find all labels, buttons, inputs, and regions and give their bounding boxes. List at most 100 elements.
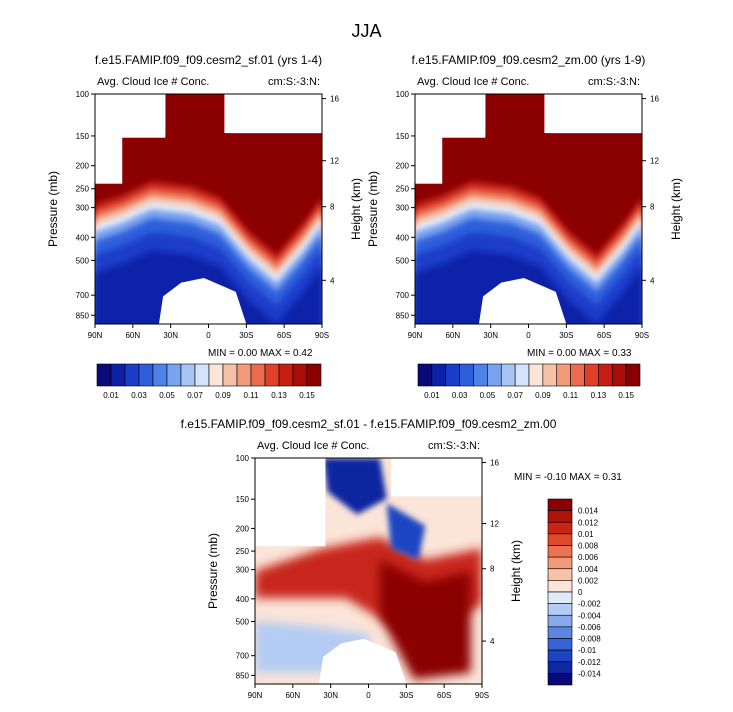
x-tick-label: 0 bbox=[366, 691, 371, 700]
colorbar-label: 0.15 bbox=[618, 391, 634, 400]
colorbar-swatch bbox=[547, 626, 573, 639]
x-tick-label: 30S bbox=[399, 691, 413, 700]
colorbar-swatch bbox=[547, 533, 573, 546]
colorbar-label: 0.09 bbox=[535, 391, 551, 400]
colorbar-swatch bbox=[292, 363, 308, 387]
colorbar-label: 0.01 bbox=[578, 530, 594, 539]
y-right-tick-label: 12 bbox=[490, 520, 499, 529]
mask-top-left bbox=[415, 94, 486, 138]
colorbar-swatch bbox=[110, 363, 126, 387]
y-right-axis-label: Height (km) bbox=[349, 178, 363, 240]
y-tick-label: 250 bbox=[236, 547, 250, 556]
colorbar-swatch bbox=[278, 363, 294, 387]
colorbar-swatch bbox=[547, 614, 573, 628]
y-tick-label: 200 bbox=[76, 162, 90, 171]
colorbar-swatch bbox=[96, 363, 112, 387]
y-right-tick-label: 12 bbox=[650, 157, 659, 166]
colorbar-swatch bbox=[570, 363, 585, 387]
y-tick-label: 300 bbox=[76, 204, 90, 213]
colorbar: 0.01 0.03 0.05 0.07 0.09 0.11 0.13 0.15 bbox=[417, 363, 641, 400]
plot-area bbox=[255, 458, 482, 684]
x-tick-label: 60N bbox=[285, 691, 300, 700]
y-right-tick-label: 16 bbox=[490, 459, 499, 468]
stats-label: MIN = 0.00 MAX = 0.33 bbox=[527, 348, 632, 359]
colorbar-label: -0.002 bbox=[578, 600, 601, 609]
mask-top-right bbox=[231, 94, 322, 134]
field-high-top bbox=[485, 94, 545, 140]
y-tick-label: 400 bbox=[76, 233, 90, 242]
x-tick-label: 90N bbox=[248, 691, 263, 700]
panel-subtitle-left: Avg. Cloud Ice # Conc. bbox=[417, 76, 529, 88]
diff-negative-top bbox=[323, 458, 387, 515]
colorbar-swatch bbox=[547, 603, 573, 616]
stats-label: MIN = -0.10 MAX = 0.31 bbox=[514, 472, 622, 483]
colorbar-label: 0.006 bbox=[578, 553, 599, 562]
colorbar-swatch bbox=[431, 363, 447, 387]
field-high-top bbox=[165, 94, 225, 140]
colorbar-swatch bbox=[500, 363, 516, 387]
panel-zm00: f.e15.FAMIP.f09_f09.cesm2_zm.00 (yrs 1-9… bbox=[366, 53, 683, 400]
x-tick-label: 30N bbox=[323, 691, 338, 700]
x-tick-label: 90S bbox=[635, 331, 649, 340]
panel-title: f.e15.FAMIP.f09_f09.cesm2_zm.00 (yrs 1-9… bbox=[412, 53, 646, 67]
y-right-tick-label: 16 bbox=[650, 95, 659, 104]
x-tick-label: 30S bbox=[559, 331, 573, 340]
panel-subtitle-right: cm:S:-3:N: bbox=[428, 440, 480, 452]
y-tick-label: 250 bbox=[396, 185, 410, 194]
panel-title: f.e15.FAMIP.f09_f09.cesm2_sf.01 (yrs 1-4… bbox=[95, 53, 322, 67]
y-tick-label: 500 bbox=[236, 618, 250, 627]
colorbar-label: 0.008 bbox=[578, 542, 599, 551]
y-tick-label: 100 bbox=[236, 454, 250, 463]
colorbar-swatch bbox=[306, 363, 322, 387]
x-tick-label: 30N bbox=[163, 331, 178, 340]
y-right-tick-label: 12 bbox=[330, 157, 339, 166]
x-tick-label: 60N bbox=[125, 331, 140, 340]
x-tick-label: 60S bbox=[277, 331, 291, 340]
colorbar-label: 0.03 bbox=[131, 391, 147, 400]
colorbar-label: -0.006 bbox=[578, 623, 601, 632]
mask-top-left bbox=[255, 458, 326, 547]
x-tick-label: 60N bbox=[445, 331, 460, 340]
y-axis-label: Pressure (mb) bbox=[206, 533, 220, 609]
y-right-axis-label: Height (km) bbox=[509, 540, 523, 602]
x-tick-label: 0 bbox=[206, 331, 211, 340]
panel-difference: f.e15.FAMIP.f09_f09.cesm2_sf.01 - f.e15.… bbox=[181, 417, 623, 700]
mask-surface bbox=[158, 278, 247, 324]
colorbar-label: 0.13 bbox=[271, 391, 287, 400]
colorbar-label: -0.004 bbox=[578, 611, 601, 620]
colorbar-swatch bbox=[222, 363, 238, 387]
colorbar-swatch bbox=[166, 363, 182, 387]
y-tick-label: 100 bbox=[396, 90, 410, 99]
y-tick-label: 400 bbox=[236, 595, 250, 604]
colorbar-label: -0.01 bbox=[578, 646, 597, 655]
x-tick-label: 60S bbox=[597, 331, 611, 340]
panel-subtitle-left: Avg. Cloud Ice # Conc. bbox=[97, 76, 209, 88]
mask-surface bbox=[478, 278, 567, 324]
x-tick-label: 30S bbox=[239, 331, 253, 340]
x-tick-label: 90S bbox=[315, 331, 329, 340]
y-tick-label: 200 bbox=[236, 524, 250, 533]
colorbar-swatch bbox=[180, 363, 196, 387]
colorbar-swatch bbox=[547, 591, 573, 604]
colorbar-label: 0.11 bbox=[563, 391, 579, 400]
colorbar: 0.01 0.03 0.05 0.07 0.09 0.11 0.13 0.15 bbox=[96, 363, 322, 400]
x-tick-label: 30N bbox=[483, 331, 498, 340]
diff-positive-core bbox=[379, 559, 471, 680]
colorbar-label: 0.014 bbox=[578, 507, 599, 516]
diff-negative-mid bbox=[386, 503, 426, 560]
y-tick-label: 300 bbox=[236, 566, 250, 575]
colorbar-swatch bbox=[625, 363, 641, 387]
colorbar-label: 0.07 bbox=[187, 391, 203, 400]
colorbar-swatch bbox=[547, 510, 573, 523]
mask-top-left bbox=[95, 94, 166, 138]
colorbar-label: -0.012 bbox=[578, 658, 601, 667]
colorbar-swatch bbox=[547, 638, 573, 651]
mask-surface bbox=[318, 638, 407, 684]
colorbar-swatch bbox=[547, 556, 573, 570]
colorbar-swatch bbox=[417, 363, 433, 387]
colorbar: 0.014 0.012 0.01 0.008 0.006 0.004 0.002 0 -0.00… bbox=[547, 498, 601, 686]
colorbar-swatch bbox=[547, 649, 573, 663]
colorbar-label: 0.002 bbox=[578, 576, 599, 585]
colorbar-swatch bbox=[264, 363, 280, 387]
colorbar-label: 0.05 bbox=[159, 391, 175, 400]
